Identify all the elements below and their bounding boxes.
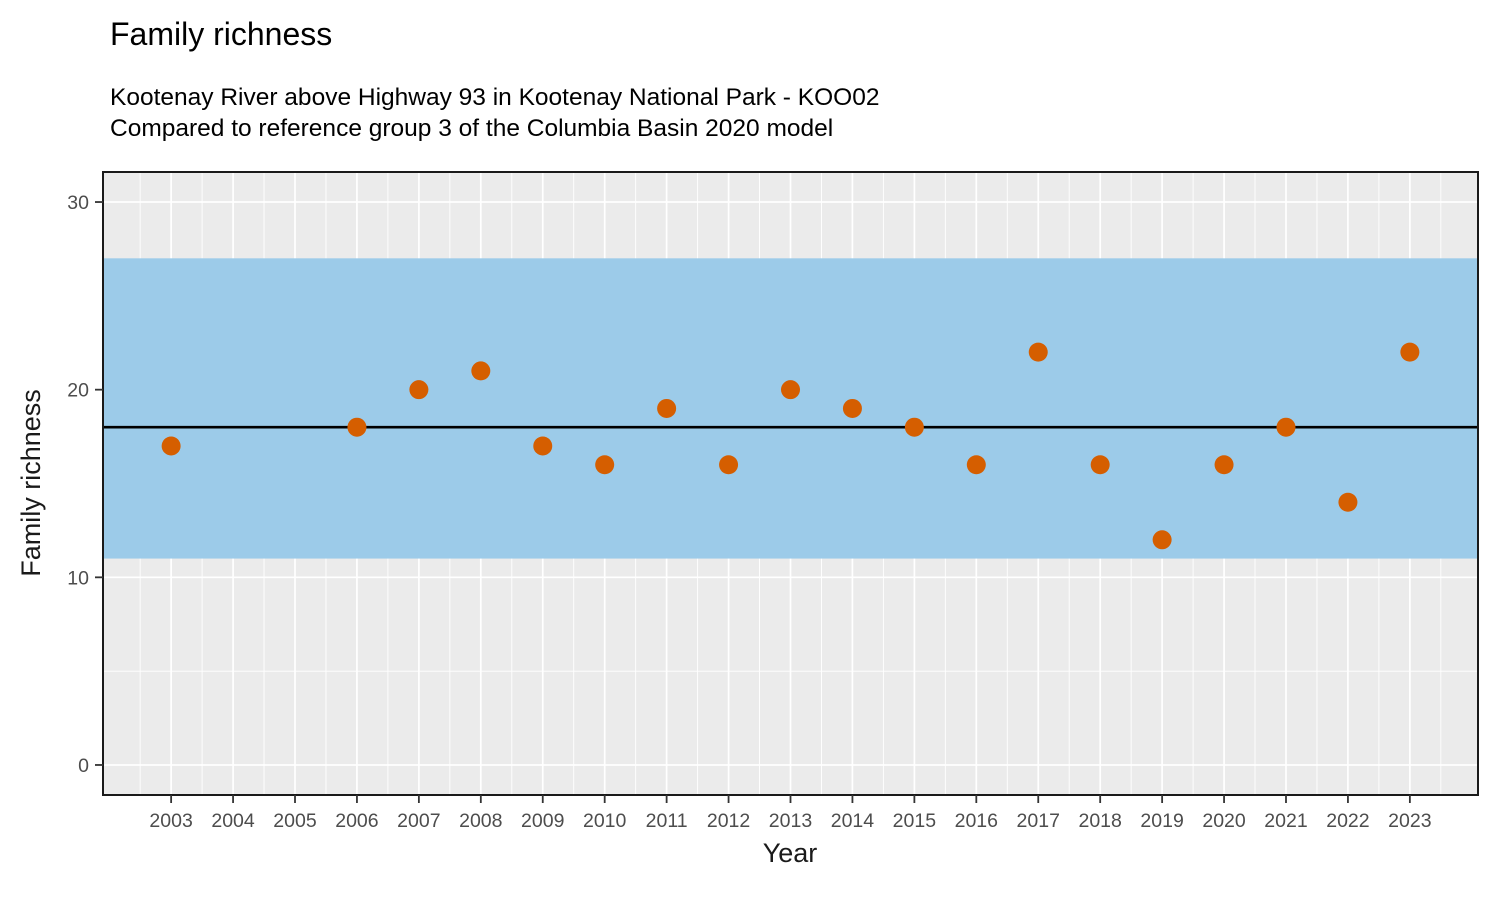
x-tick-label-2006: 2006 bbox=[335, 810, 378, 832]
x-tick-label-2009: 2009 bbox=[521, 810, 564, 832]
x-tick-label-2015: 2015 bbox=[893, 810, 937, 832]
x-tick-label-2005: 2005 bbox=[273, 810, 317, 832]
x-tick-label-2020: 2020 bbox=[1202, 810, 1246, 832]
y-tick-label-20: 20 bbox=[67, 380, 89, 402]
x-tick-label-2010: 2010 bbox=[583, 810, 627, 832]
x-tick-label-2014: 2014 bbox=[831, 810, 875, 832]
data-point-2015 bbox=[904, 417, 924, 437]
x-tick-label-2021: 2021 bbox=[1264, 810, 1307, 832]
y-tick-label-0: 0 bbox=[78, 755, 89, 777]
data-point-2019 bbox=[1152, 530, 1172, 550]
data-point-2003 bbox=[161, 436, 181, 456]
data-points bbox=[161, 342, 1420, 550]
y-tick-label-10: 10 bbox=[67, 567, 89, 589]
data-point-2021 bbox=[1276, 417, 1296, 437]
x-tick-label-2004: 2004 bbox=[211, 810, 255, 832]
y-axis-title: Family richness bbox=[16, 389, 46, 577]
data-point-2018 bbox=[1090, 455, 1110, 475]
data-point-2012 bbox=[719, 455, 739, 475]
reference-band bbox=[103, 258, 1478, 559]
x-tick-label-2008: 2008 bbox=[459, 810, 502, 832]
data-point-2011 bbox=[657, 398, 677, 418]
data-point-2009 bbox=[533, 436, 553, 456]
x-tick-label-2019: 2019 bbox=[1140, 810, 1183, 832]
x-tick-label-2016: 2016 bbox=[955, 810, 998, 832]
data-point-2006 bbox=[347, 417, 367, 437]
x-tick-label-2013: 2013 bbox=[769, 810, 812, 832]
axes: 2003 2004 2005 2006 2007 2008 2009 2010 2011 2012… bbox=[67, 192, 1431, 832]
chart-subtitle-line-2: Compared to reference group 3 of the Col… bbox=[110, 115, 834, 142]
x-tick-label-2017: 2017 bbox=[1017, 810, 1060, 832]
data-point-2013 bbox=[781, 380, 800, 400]
data-point-2008 bbox=[471, 361, 491, 381]
y-tick-label-30: 30 bbox=[67, 192, 89, 214]
chart-subtitle-line-1: Kootenay River above Highway 93 in Koote… bbox=[110, 84, 880, 111]
chart-title: Family richness bbox=[110, 16, 333, 52]
x-tick-label-2022: 2022 bbox=[1326, 810, 1369, 832]
x-tick-label-2007: 2007 bbox=[397, 810, 440, 832]
data-point-2007 bbox=[409, 380, 429, 400]
x-tick-label-2012: 2012 bbox=[707, 810, 750, 832]
plot-panel-layer: 2003 2004 2005 2006 2007 2008 2009 2010 2011 2012… bbox=[67, 171, 1479, 832]
x-tick-label-2023: 2023 bbox=[1388, 810, 1431, 832]
data-point-2017 bbox=[1028, 342, 1048, 362]
x-tick-label-2018: 2018 bbox=[1078, 810, 1121, 832]
data-point-2020 bbox=[1214, 455, 1234, 475]
x-axis-title: Year bbox=[763, 838, 818, 868]
chart-subtitle: Kootenay River above Highway 93 in Koote… bbox=[110, 82, 879, 144]
data-point-2010 bbox=[595, 455, 615, 475]
x-tick-label-2003: 2003 bbox=[149, 810, 192, 832]
data-point-2023 bbox=[1400, 342, 1420, 362]
data-point-2014 bbox=[842, 398, 862, 418]
data-point-2022 bbox=[1338, 492, 1358, 512]
x-tick-label-2011: 2011 bbox=[646, 810, 688, 832]
data-point-2016 bbox=[966, 455, 986, 475]
